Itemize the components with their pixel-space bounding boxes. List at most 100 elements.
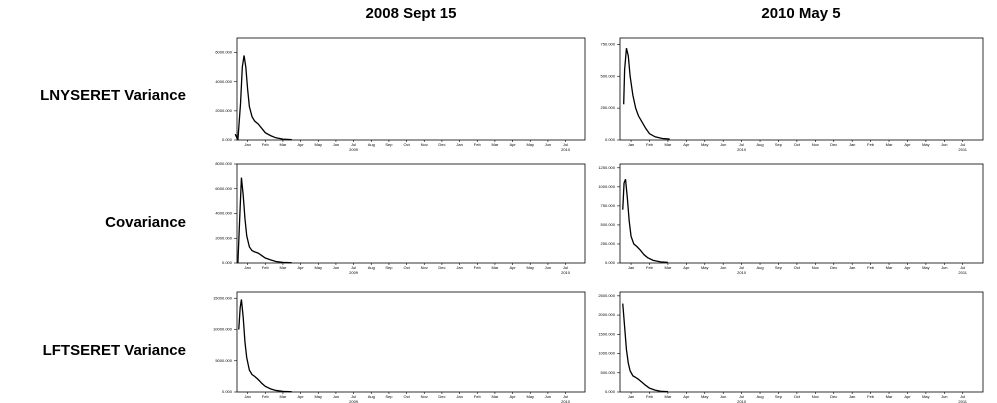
x-tick-label: Jul bbox=[351, 265, 356, 270]
x-tick-label: Nov bbox=[421, 265, 428, 270]
y-tick-label: 1500.000 bbox=[598, 331, 615, 336]
data-line bbox=[238, 299, 292, 393]
x-tick-label: Jul bbox=[739, 394, 744, 399]
x-tick-label: Sep bbox=[385, 142, 393, 147]
y-tick-label: 6000.000 bbox=[215, 186, 232, 191]
x-tick-label: Jun bbox=[941, 142, 947, 147]
y-tick-label: 0.000 bbox=[222, 260, 233, 265]
x-tick-label: Apr bbox=[509, 394, 516, 399]
plot-frame bbox=[619, 291, 984, 393]
x-tick-label: Jan bbox=[849, 142, 855, 147]
x-tick-label: May bbox=[922, 265, 930, 270]
x-tick-label: Sep bbox=[385, 265, 393, 270]
x-tick-label: May bbox=[314, 265, 322, 270]
x-tick-label: Jan bbox=[456, 142, 462, 147]
x-tick-label: Oct bbox=[403, 394, 410, 399]
x-tick-label: May bbox=[701, 142, 709, 147]
x-tick-label: Apr bbox=[509, 265, 516, 270]
x-tick-label: Mar bbox=[664, 142, 672, 147]
x-tick-label: Sep bbox=[775, 394, 783, 399]
x-tick-label: Jun bbox=[333, 265, 339, 270]
y-tick-label: 2000.000 bbox=[215, 235, 232, 240]
y-tick-label: 0.000 bbox=[222, 389, 233, 394]
x-year-label: 2009 bbox=[349, 270, 359, 275]
x-tick-label: May bbox=[314, 142, 322, 147]
plot-frame bbox=[619, 163, 984, 264]
x-tick-label: Jan bbox=[849, 265, 855, 270]
x-tick-label: Apr bbox=[297, 142, 304, 147]
x-tick-label: Jan bbox=[244, 394, 250, 399]
x-tick-label: Nov bbox=[812, 142, 819, 147]
x-tick-label: Aug bbox=[756, 142, 763, 147]
x-tick-label: Apr bbox=[509, 142, 516, 147]
x-tick-label: Mar bbox=[491, 142, 499, 147]
plot-frame bbox=[619, 37, 984, 141]
x-tick-label: Aug bbox=[756, 265, 763, 270]
x-tick-label: Jan bbox=[456, 265, 462, 270]
x-tick-label: Jan bbox=[628, 265, 634, 270]
x-tick-label: Sep bbox=[775, 142, 783, 147]
x-tick-label: Feb bbox=[867, 142, 875, 147]
x-tick-label: Nov bbox=[421, 394, 428, 399]
x-tick-label: Sep bbox=[385, 394, 393, 399]
x-tick-label: Dec bbox=[830, 265, 837, 270]
x-tick-label: May bbox=[526, 142, 534, 147]
x-tick-label: Dec bbox=[438, 265, 445, 270]
x-tick-label: Jun bbox=[333, 142, 339, 147]
x-tick-label: Feb bbox=[646, 265, 654, 270]
y-tick-label: 5000.000 bbox=[215, 358, 232, 363]
y-tick-label: 4000.000 bbox=[215, 79, 232, 84]
y-tick-label: 2000.000 bbox=[598, 312, 615, 317]
x-tick-label: Aug bbox=[368, 265, 375, 270]
x-tick-label: Aug bbox=[368, 142, 375, 147]
x-tick-label: May bbox=[314, 394, 322, 399]
x-tick-label: Jun bbox=[545, 142, 551, 147]
x-tick-label: Feb bbox=[867, 265, 875, 270]
x-tick-label: Jun bbox=[545, 394, 551, 399]
x-tick-label: Mar bbox=[886, 142, 894, 147]
x-year-label: 2009 bbox=[349, 147, 359, 152]
x-tick-label: Jun bbox=[720, 142, 726, 147]
y-tick-label: 15000.000 bbox=[213, 295, 233, 300]
y-tick-label: 750.000 bbox=[601, 203, 616, 208]
x-tick-label: Jan bbox=[244, 142, 250, 147]
x-tick-label: Jun bbox=[941, 265, 947, 270]
y-tick-label: 500.000 bbox=[601, 370, 616, 375]
x-tick-label: Apr bbox=[904, 142, 911, 147]
x-tick-label: Jan bbox=[628, 142, 634, 147]
x-year-label: 2010 bbox=[561, 147, 571, 152]
x-tick-label: Aug bbox=[368, 394, 375, 399]
x-tick-label: Jul bbox=[563, 142, 568, 147]
x-tick-label: Oct bbox=[794, 394, 801, 399]
y-tick-label: 2500.000 bbox=[598, 293, 615, 298]
x-tick-label: May bbox=[526, 394, 534, 399]
x-tick-label: Jun bbox=[941, 394, 947, 399]
y-tick-label: 10000.000 bbox=[213, 327, 233, 332]
x-tick-label: Jul bbox=[563, 265, 568, 270]
y-tick-label: 250.000 bbox=[601, 241, 616, 246]
x-tick-label: Apr bbox=[297, 265, 304, 270]
x-year-label: 2010 bbox=[737, 270, 747, 275]
row-label: LNYSERET Variance bbox=[40, 87, 186, 104]
x-tick-label: Mar bbox=[279, 265, 287, 270]
x-tick-label: Jul bbox=[563, 394, 568, 399]
data-line bbox=[622, 178, 668, 264]
x-year-label: 2009 bbox=[349, 399, 359, 403]
x-tick-label: Jul bbox=[739, 265, 744, 270]
row-label: Covariance bbox=[105, 214, 186, 231]
x-tick-label: Apr bbox=[683, 142, 690, 147]
x-tick-label: Dec bbox=[830, 394, 837, 399]
row-label: LFTSERET Variance bbox=[43, 342, 186, 359]
x-tick-label: May bbox=[922, 394, 930, 399]
x-tick-label: Oct bbox=[403, 142, 410, 147]
x-tick-label: Jan bbox=[244, 265, 250, 270]
x-tick-label: Dec bbox=[438, 394, 445, 399]
x-tick-label: Jul bbox=[351, 394, 356, 399]
column-title: 2008 Sept 15 bbox=[366, 5, 457, 22]
x-tick-label: Feb bbox=[262, 394, 270, 399]
x-tick-label: Mar bbox=[664, 265, 672, 270]
x-year-label: 2011 bbox=[958, 270, 967, 275]
x-year-label: 2010 bbox=[561, 399, 571, 403]
x-tick-label: Feb bbox=[262, 142, 270, 147]
